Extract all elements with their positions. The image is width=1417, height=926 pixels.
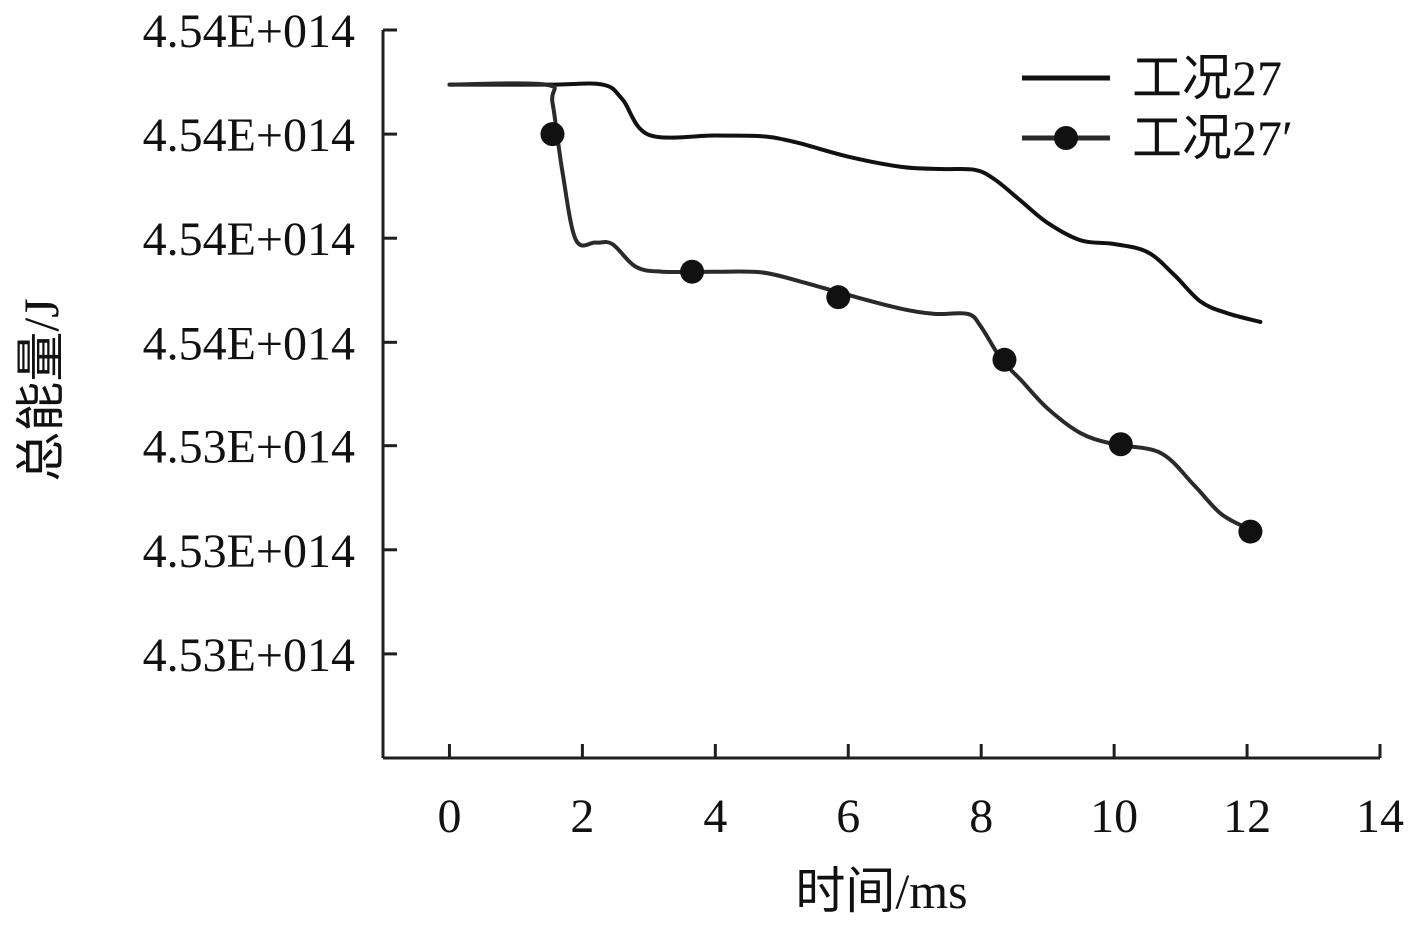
series-layer [447,81,1263,544]
legend-marker-2 [1054,126,1078,150]
x-axis-title: 时间/ms [795,863,967,919]
x-tick-label: 10 [1090,790,1138,843]
series-2-marker [1108,432,1133,457]
series-2-marker [1238,519,1263,544]
series-2-marker [540,122,565,147]
series-2-marker [826,285,851,310]
series-line-2 [447,81,1263,534]
legend-label-2: 工况27′ [1132,110,1293,166]
series-line-1 [447,81,1263,324]
y-tick-label: 4.54E+014 [143,317,355,370]
y-tick-label: 4.53E+014 [143,421,355,474]
x-tick-label: 0 [437,790,461,843]
y-tick-label: 4.53E+014 [143,629,355,682]
x-tick-label: 14 [1356,790,1404,843]
x-tick-label: 12 [1223,790,1271,843]
x-tick-label: 2 [570,790,594,843]
y-tick-label: 4.54E+014 [143,213,355,266]
axes-layer: 4.54E+014 4.54E+014 4.54E+014 4.54E+014 4.53… [13,5,1404,919]
x-tick-label: 4 [703,790,727,843]
legend-label-1: 工况27 [1132,50,1282,106]
y-tick-label: 4.54E+014 [143,5,355,58]
y-tick-label: 4.53E+014 [143,525,355,578]
x-tick-label: 6 [836,790,860,843]
series-2-marker [992,347,1017,372]
y-axis-title: 总能量/J [13,298,69,481]
x-tick-label: 8 [969,790,993,843]
y-tick-label: 4.54E+014 [143,109,355,162]
series-2-marker [680,259,705,284]
